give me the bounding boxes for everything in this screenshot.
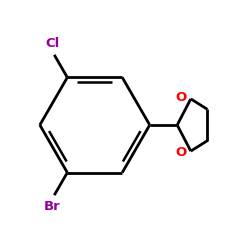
Text: Cl: Cl	[46, 37, 60, 50]
Text: O: O	[176, 91, 187, 104]
Text: O: O	[176, 146, 187, 159]
Text: Br: Br	[44, 200, 60, 213]
